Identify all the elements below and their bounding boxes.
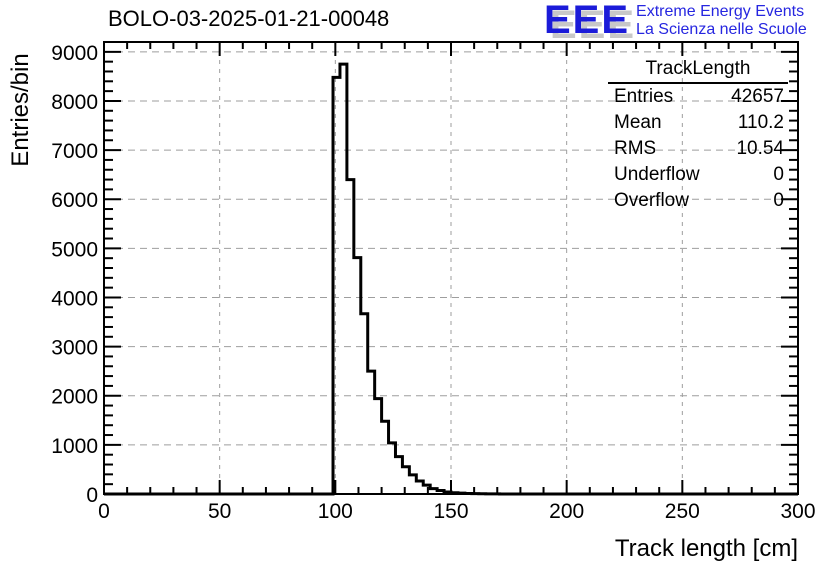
y-tick-label: 0	[86, 484, 98, 507]
y-tick-label: 8000	[51, 91, 98, 114]
x-tick-label: 250	[665, 500, 700, 523]
x-tick-label: 50	[208, 500, 231, 523]
stats-label: RMS	[614, 138, 657, 159]
eee-logo-line1: Extreme Energy Events	[636, 3, 805, 20]
stats-label: Overflow	[614, 190, 689, 211]
eee-logo-acronym: EEE	[544, 0, 631, 42]
stats-value: 0	[773, 190, 784, 211]
eee-logo-text: Extreme Energy Events La Scienza nelle S…	[636, 3, 807, 39]
x-tick-label: 0	[98, 500, 110, 523]
stats-label: Underflow	[614, 164, 700, 185]
y-axis-title: Entries/bin	[7, 53, 34, 166]
stats-label: Mean	[614, 112, 662, 133]
y-tick-label: 7000	[51, 140, 98, 163]
eee-logo-line2: La Scienza nelle Scuole	[636, 21, 807, 38]
y-tick-label: 2000	[51, 386, 98, 409]
stats-value: 110.2	[737, 112, 784, 133]
stats-value: 42657	[731, 86, 784, 107]
stats-row-underflow: Underflow 0	[608, 162, 788, 188]
stats-box-title: TrackLength	[608, 58, 788, 84]
stats-row-rms: RMS 10.54	[608, 136, 788, 162]
y-tick-label: 6000	[51, 189, 98, 212]
stats-row-overflow: Overflow 0	[608, 188, 788, 214]
plot-title: BOLO-03-2025-01-21-00048	[108, 6, 390, 31]
stats-label: Entries	[614, 86, 674, 107]
stats-value: 0	[773, 164, 784, 185]
x-tick-label: 100	[318, 500, 353, 523]
stats-row-mean: Mean 110.2	[608, 110, 788, 136]
y-tick-label: 4000	[51, 287, 98, 310]
y-tick-label: 9000	[51, 42, 98, 65]
stats-row-entries: Entries 42657	[608, 84, 788, 110]
stats-box: TrackLength Entries 42657 Mean 110.2 RMS…	[608, 58, 788, 214]
y-tick-label: 3000	[51, 337, 98, 360]
x-tick-label: 200	[549, 500, 584, 523]
x-tick-label: 300	[780, 500, 815, 523]
eee-logo: EEE Extreme Energy Events La Scienza nel…	[544, 0, 807, 44]
x-axis-title: Track length [cm]	[615, 535, 798, 562]
stats-value: 10.54	[736, 138, 784, 159]
y-tick-label: 5000	[51, 238, 98, 261]
y-tick-label: 1000	[51, 435, 98, 458]
x-tick-label: 150	[433, 500, 468, 523]
